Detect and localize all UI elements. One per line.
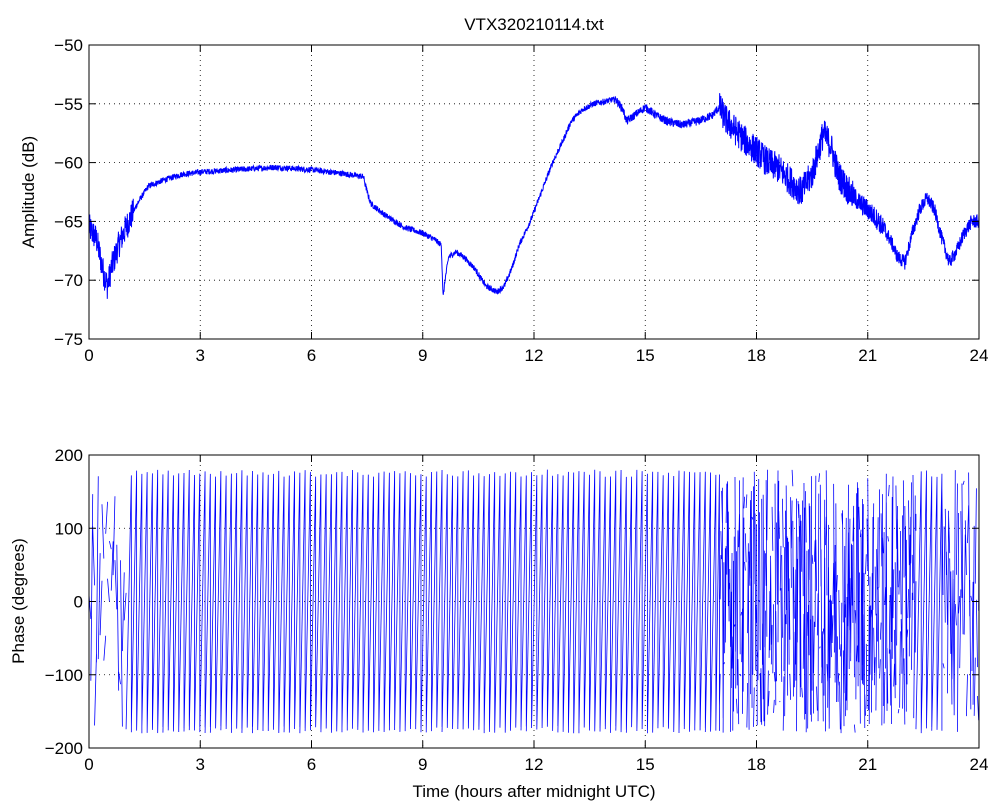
x-tick-label: 18 xyxy=(747,346,766,365)
x-tick-label: 24 xyxy=(970,346,989,365)
x-tick-label: 24 xyxy=(970,755,989,774)
x-tick-label: 3 xyxy=(196,755,205,774)
x-tick-label: 15 xyxy=(636,755,655,774)
amplitude-y-axis-label: Amplitude (dB) xyxy=(19,136,38,248)
x-tick-label: 12 xyxy=(525,346,544,365)
x-tick-label: 21 xyxy=(858,346,877,365)
y-tick-label: 0 xyxy=(74,593,83,612)
x-tick-label: 6 xyxy=(307,346,316,365)
phase-ticks: 0 3 6 9 12 15 18 21 24 −200 −100 0 100 200 xyxy=(45,446,989,774)
amplitude-series-line xyxy=(88,93,980,299)
y-tick-label: −100 xyxy=(45,666,83,685)
phase-series-line xyxy=(88,469,980,734)
x-tick-label: 9 xyxy=(418,346,427,365)
y-tick-label: 200 xyxy=(55,446,83,465)
chart-title: VTX320210114.txt xyxy=(464,15,604,34)
amplitude-grid xyxy=(89,45,979,339)
x-tick-label: 15 xyxy=(636,346,655,365)
y-tick-label: −200 xyxy=(45,739,83,758)
y-tick-label: −65 xyxy=(54,212,83,231)
y-tick-label: −55 xyxy=(54,95,83,114)
y-tick-label: −75 xyxy=(54,330,83,349)
phase-plot: 0 3 6 9 12 15 18 21 24 −200 −100 0 100 200 Phase (deg… xyxy=(9,446,988,801)
x-tick-label: 21 xyxy=(858,755,877,774)
x-tick-label: 6 xyxy=(307,755,316,774)
x-tick-label: 0 xyxy=(84,346,93,365)
phase-y-axis-label: Phase (degrees) xyxy=(9,538,28,664)
x-tick-label: 0 xyxy=(84,755,93,774)
y-tick-label: −50 xyxy=(54,36,83,55)
phase-x-axis-label: Time (hours after midnight UTC) xyxy=(412,782,655,801)
x-tick-label: 18 xyxy=(747,755,766,774)
amplitude-ticks: 0 3 6 9 12 15 18 21 24 −75 −70 −65 −60 −55 −50 xyxy=(54,36,988,365)
amplitude-plot: VTX320210114.txt 0 3 6 9 12 15 18 21 24 −75 −70 −65… xyxy=(19,15,988,365)
x-tick-label: 9 xyxy=(418,755,427,774)
x-tick-label: 3 xyxy=(196,346,205,365)
x-tick-label: 12 xyxy=(525,755,544,774)
y-tick-label: −60 xyxy=(54,154,83,173)
y-tick-label: 100 xyxy=(55,519,83,538)
y-tick-label: −70 xyxy=(54,271,83,290)
